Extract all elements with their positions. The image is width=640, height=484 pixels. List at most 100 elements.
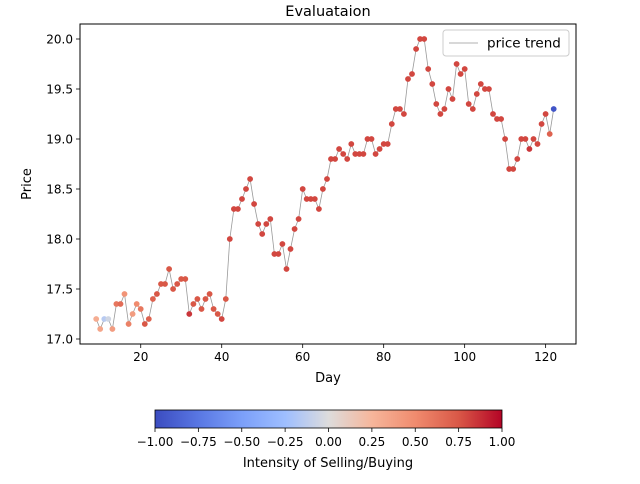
data-point [129, 311, 136, 317]
data-point [174, 281, 181, 287]
colorbar-gradient [154, 409, 503, 429]
data-point [534, 141, 541, 147]
data-point [510, 166, 517, 172]
data-point [388, 121, 395, 127]
data-point [457, 71, 464, 77]
data-point [546, 131, 553, 137]
x-tick-label: 100 [453, 350, 476, 364]
data-point [405, 76, 411, 82]
data-point [247, 176, 254, 182]
data-point [498, 116, 504, 122]
data-point [542, 111, 549, 117]
data-point [291, 226, 298, 232]
data-point [279, 241, 286, 247]
data-point [125, 321, 132, 327]
data-point [283, 266, 290, 272]
x-axis-ticks: 20 40 60 80 100 120 [133, 344, 557, 364]
data-point [328, 156, 334, 162]
data-point [348, 141, 355, 147]
data-point [376, 146, 383, 152]
plot-area: 20 40 60 80 100 120 17.0 17.5 18.0 18.5 19.0 19.5 2… [46, 23, 577, 364]
y-tick-label: 20.0 [46, 33, 73, 47]
data-point [299, 186, 306, 192]
y-tick-label: 19.0 [46, 133, 73, 147]
data-point [150, 296, 156, 302]
data-point [433, 101, 440, 107]
data-point [243, 186, 249, 192]
data-point [239, 196, 245, 202]
colorbar-tick-label: −0.75 [180, 435, 217, 449]
colorbar: −1.00 −0.75 −0.50 −0.25 0.00 0.25 0.50 0.75 1.00… [137, 409, 515, 471]
data-point [105, 316, 112, 322]
data-point [113, 301, 120, 307]
data-point [477, 81, 484, 87]
colorbar-tick-label: 0.50 [402, 435, 429, 449]
data-point [307, 196, 314, 202]
data-point [101, 316, 108, 322]
data-point [320, 186, 326, 192]
colorbar-tick-label: 0.25 [359, 435, 386, 449]
data-point [316, 206, 322, 212]
data-point [445, 86, 452, 92]
data-point [275, 251, 282, 257]
data-point [226, 236, 233, 242]
data-point [344, 156, 351, 162]
data-point [303, 196, 310, 202]
y-tick-label: 19.5 [46, 83, 73, 97]
data-point [441, 106, 448, 112]
data-point [222, 296, 229, 302]
data-point [465, 101, 472, 107]
data-point [380, 141, 387, 147]
data-point [154, 291, 160, 297]
data-point [429, 81, 436, 87]
data-point [506, 166, 513, 172]
data-point [356, 151, 363, 157]
data-point [137, 306, 144, 312]
y-axis-ticks: 17.0 17.5 18.0 18.5 19.0 19.5 20.0 [46, 33, 80, 347]
data-point [198, 306, 205, 312]
data-point [409, 71, 415, 77]
data-point [158, 281, 164, 287]
y-tick-label: 18.5 [46, 183, 73, 197]
data-point [526, 146, 533, 152]
colorbar-tick-label: −0.50 [223, 435, 260, 449]
data-point [372, 151, 379, 157]
data-points [93, 36, 557, 332]
data-point [259, 231, 266, 237]
data-point [235, 206, 241, 212]
data-point [186, 311, 193, 317]
data-point [522, 136, 529, 142]
data-point [202, 296, 209, 302]
data-point [360, 151, 367, 157]
data-point [178, 276, 185, 282]
data-point [251, 201, 257, 207]
data-point [514, 156, 521, 162]
data-point [166, 266, 173, 272]
legend: price trend [442, 29, 570, 57]
data-point [311, 196, 318, 202]
data-point [267, 216, 274, 222]
x-tick-label: 120 [534, 350, 557, 364]
data-point [413, 46, 419, 52]
data-point [453, 61, 460, 67]
data-point [117, 301, 124, 307]
data-point [324, 176, 330, 182]
data-point [93, 316, 100, 322]
x-tick-label: 20 [133, 350, 148, 364]
data-point [218, 316, 225, 322]
data-point [162, 281, 168, 287]
y-tick-label: 18.0 [46, 233, 73, 247]
data-point [352, 151, 359, 157]
data-point [295, 216, 302, 222]
plot-frame [79, 23, 577, 345]
x-tick-label: 60 [295, 350, 310, 364]
data-point [384, 141, 391, 147]
data-point [494, 116, 500, 122]
data-point [141, 321, 148, 327]
data-point [121, 291, 128, 297]
data-point [392, 106, 399, 112]
data-point [530, 136, 537, 142]
data-point [231, 206, 237, 212]
colorbar-tick-label: 0.00 [315, 435, 342, 449]
